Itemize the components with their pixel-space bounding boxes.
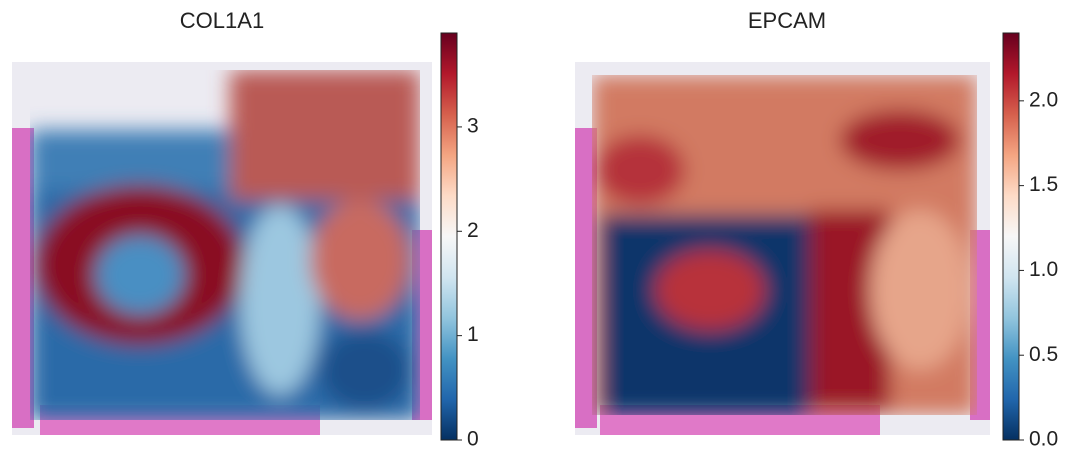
panel-title: COL1A1 [180,8,264,33]
tick-label: 1.0 [1029,258,1058,281]
tick-label: 2 [467,219,479,242]
tick-label: 0 [467,428,479,451]
tick-label: 1 [467,323,479,346]
tick-label: 0.5 [1029,343,1058,366]
tick-label: 2.0 [1029,88,1058,111]
tick-label: 0.0 [1029,428,1058,451]
tick-label: 1.5 [1029,173,1058,196]
tissue-image [575,62,990,435]
colorbar [1002,32,1020,441]
tick-label: 3 [467,114,479,137]
tissue-image [12,62,432,435]
colorbar [440,32,458,441]
panel-title: EPCAM [748,8,826,33]
